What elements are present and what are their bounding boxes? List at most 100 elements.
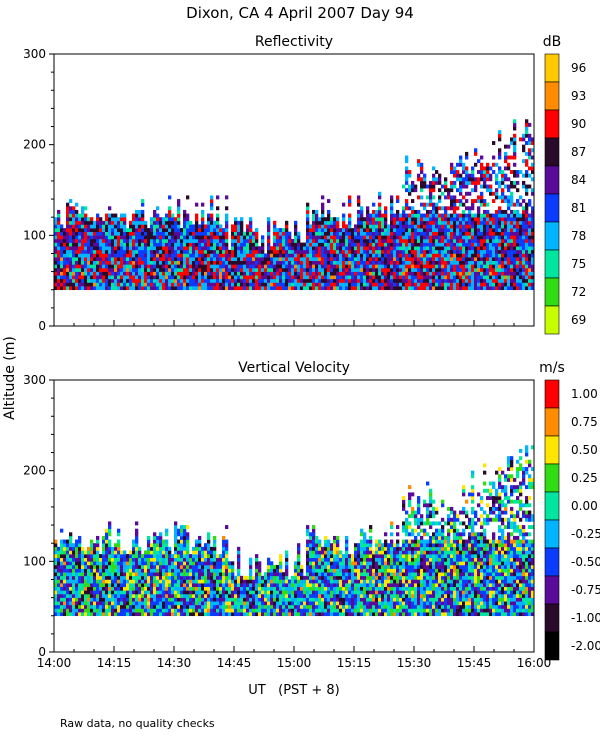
heatmap-cell (507, 228, 510, 232)
heatmap-cell (96, 232, 99, 236)
heatmap-cell (207, 572, 210, 576)
colorbar-label: 75 (571, 257, 586, 271)
heatmap-cell (102, 268, 105, 272)
heatmap-cell (474, 163, 477, 167)
heatmap-cell (117, 264, 120, 268)
heatmap-cell (156, 594, 159, 598)
heatmap-cell (237, 561, 240, 565)
heatmap-cell (324, 261, 327, 265)
heatmap-cell (87, 246, 90, 250)
heatmap-cell (357, 203, 360, 207)
heatmap-cell (114, 590, 117, 594)
heatmap-cell (315, 214, 318, 218)
heatmap-cell (519, 268, 522, 272)
heatmap-cell (138, 282, 141, 286)
heatmap-cell (306, 246, 309, 250)
heatmap-cell (75, 243, 78, 247)
heatmap-cell (258, 264, 261, 268)
heatmap-cell (321, 279, 324, 283)
heatmap-cell (120, 576, 123, 580)
heatmap-cell (450, 203, 453, 207)
heatmap-cell (447, 286, 450, 290)
heatmap-cell (378, 232, 381, 236)
heatmap-cell (87, 576, 90, 580)
heatmap-cell (111, 243, 114, 247)
heatmap-cell (168, 612, 171, 616)
heatmap-cell (195, 261, 198, 265)
heatmap-cell (93, 579, 96, 583)
heatmap-cell (210, 547, 213, 551)
heatmap-cell (210, 257, 213, 261)
heatmap-cell (474, 217, 477, 221)
heatmap-cell (264, 261, 267, 265)
heatmap-cell (489, 174, 492, 178)
heatmap-cell (168, 282, 171, 286)
heatmap-cell (276, 264, 279, 268)
heatmap-cell (249, 598, 252, 602)
heatmap-cell (96, 590, 99, 594)
heatmap-cell (414, 217, 417, 221)
heatmap-cell (522, 279, 525, 283)
heatmap-cell (468, 282, 471, 286)
heatmap-cell (177, 601, 180, 605)
heatmap-cell (345, 246, 348, 250)
heatmap-cell (120, 268, 123, 272)
heatmap-cell (105, 217, 108, 221)
heatmap-cell (168, 217, 171, 221)
heatmap-cell (111, 608, 114, 612)
heatmap-cell (408, 221, 411, 225)
heatmap-cell (333, 261, 336, 265)
heatmap-cell (57, 246, 60, 250)
heatmap-cell (132, 257, 135, 261)
heatmap-cell (438, 243, 441, 247)
heatmap-cell (84, 598, 87, 602)
heatmap-cell (306, 239, 309, 243)
heatmap-cell (168, 605, 171, 609)
heatmap-cell (222, 554, 225, 558)
heatmap-cell (414, 221, 417, 225)
heatmap-cell (306, 282, 309, 286)
heatmap-cell (165, 235, 168, 239)
heatmap-cell (318, 257, 321, 261)
heatmap-cell (489, 185, 492, 189)
heatmap-cell (357, 268, 360, 272)
heatmap-cell (168, 239, 171, 243)
heatmap-cell (267, 286, 270, 290)
heatmap-cell (129, 221, 132, 225)
heatmap-cell (147, 275, 150, 279)
heatmap-cell (162, 243, 165, 247)
heatmap-cell (363, 268, 366, 272)
heatmap-cell (246, 590, 249, 594)
heatmap-cell (93, 547, 96, 551)
heatmap-cell (225, 272, 228, 276)
heatmap-cell (441, 282, 444, 286)
heatmap-cell (354, 275, 357, 279)
heatmap-cell (255, 275, 258, 279)
heatmap-cell (417, 250, 420, 254)
heatmap-cell (78, 572, 81, 576)
heatmap-cell (57, 232, 60, 236)
heatmap-cell (210, 195, 213, 199)
heatmap-cell (72, 206, 75, 210)
heatmap-cell (492, 264, 495, 268)
heatmap-cell (90, 253, 93, 257)
heatmap-cell (411, 282, 414, 286)
heatmap-cell (336, 243, 339, 247)
heatmap-cell (195, 587, 198, 591)
heatmap-cell (411, 272, 414, 276)
heatmap-cell (189, 261, 192, 265)
heatmap-cell (72, 590, 75, 594)
heatmap-cell (240, 232, 243, 236)
heatmap-cell (504, 221, 507, 225)
heatmap-cell (126, 279, 129, 283)
heatmap-cell (282, 253, 285, 257)
heatmap-cell (312, 275, 315, 279)
heatmap-cell (147, 601, 150, 605)
heatmap-cell (375, 286, 378, 290)
heatmap-cell (339, 228, 342, 232)
heatmap-cell (420, 177, 423, 181)
heatmap-cell (474, 250, 477, 254)
heatmap-cell (198, 605, 201, 609)
heatmap-cell (78, 282, 81, 286)
heatmap-cell (492, 246, 495, 250)
